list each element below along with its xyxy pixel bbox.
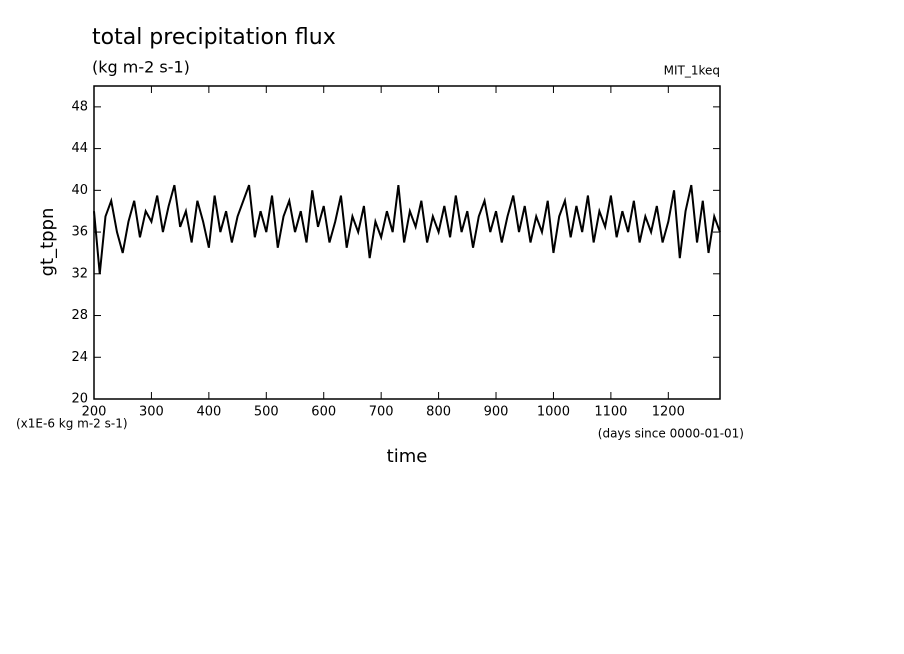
x-tick-label: 200 (82, 405, 107, 420)
annotation: MIT_1keq (664, 64, 720, 78)
data-line (93, 184, 721, 274)
x-tick-label: 400 (196, 405, 221, 420)
y-tick-label: 36 (71, 225, 88, 240)
x-tick-label: 1200 (652, 405, 685, 420)
x-tick-label: 600 (311, 405, 336, 420)
chart-subtitle: (kg m-2 s-1) (92, 58, 190, 77)
x-axis-label: time (387, 446, 428, 467)
y-unit: (x1E-6 kg m-2 s-1) (16, 417, 128, 431)
x-tick-label: 900 (484, 405, 509, 420)
y-axis-label: gt_tppn (37, 208, 58, 277)
chart-title: total precipitation flux (92, 25, 336, 50)
y-tick-label: 40 (71, 183, 88, 198)
y-tick-label: 44 (71, 141, 88, 156)
y-tick-label: 32 (71, 266, 88, 281)
y-tick-label: 24 (71, 350, 88, 365)
y-tick-label: 20 (71, 392, 88, 407)
x-tick-label: 1100 (594, 405, 627, 420)
x-tick-label: 1000 (537, 405, 570, 420)
x-tick-label: 300 (139, 405, 164, 420)
x-tick-label: 500 (254, 405, 279, 420)
x-tick-label: 700 (369, 405, 394, 420)
y-tick-label: 48 (71, 99, 88, 114)
x-unit: (days since 0000-01-01) (598, 427, 744, 441)
y-tick-label: 28 (71, 308, 88, 323)
plot-frame (93, 85, 721, 400)
x-tick-label: 800 (426, 405, 451, 420)
